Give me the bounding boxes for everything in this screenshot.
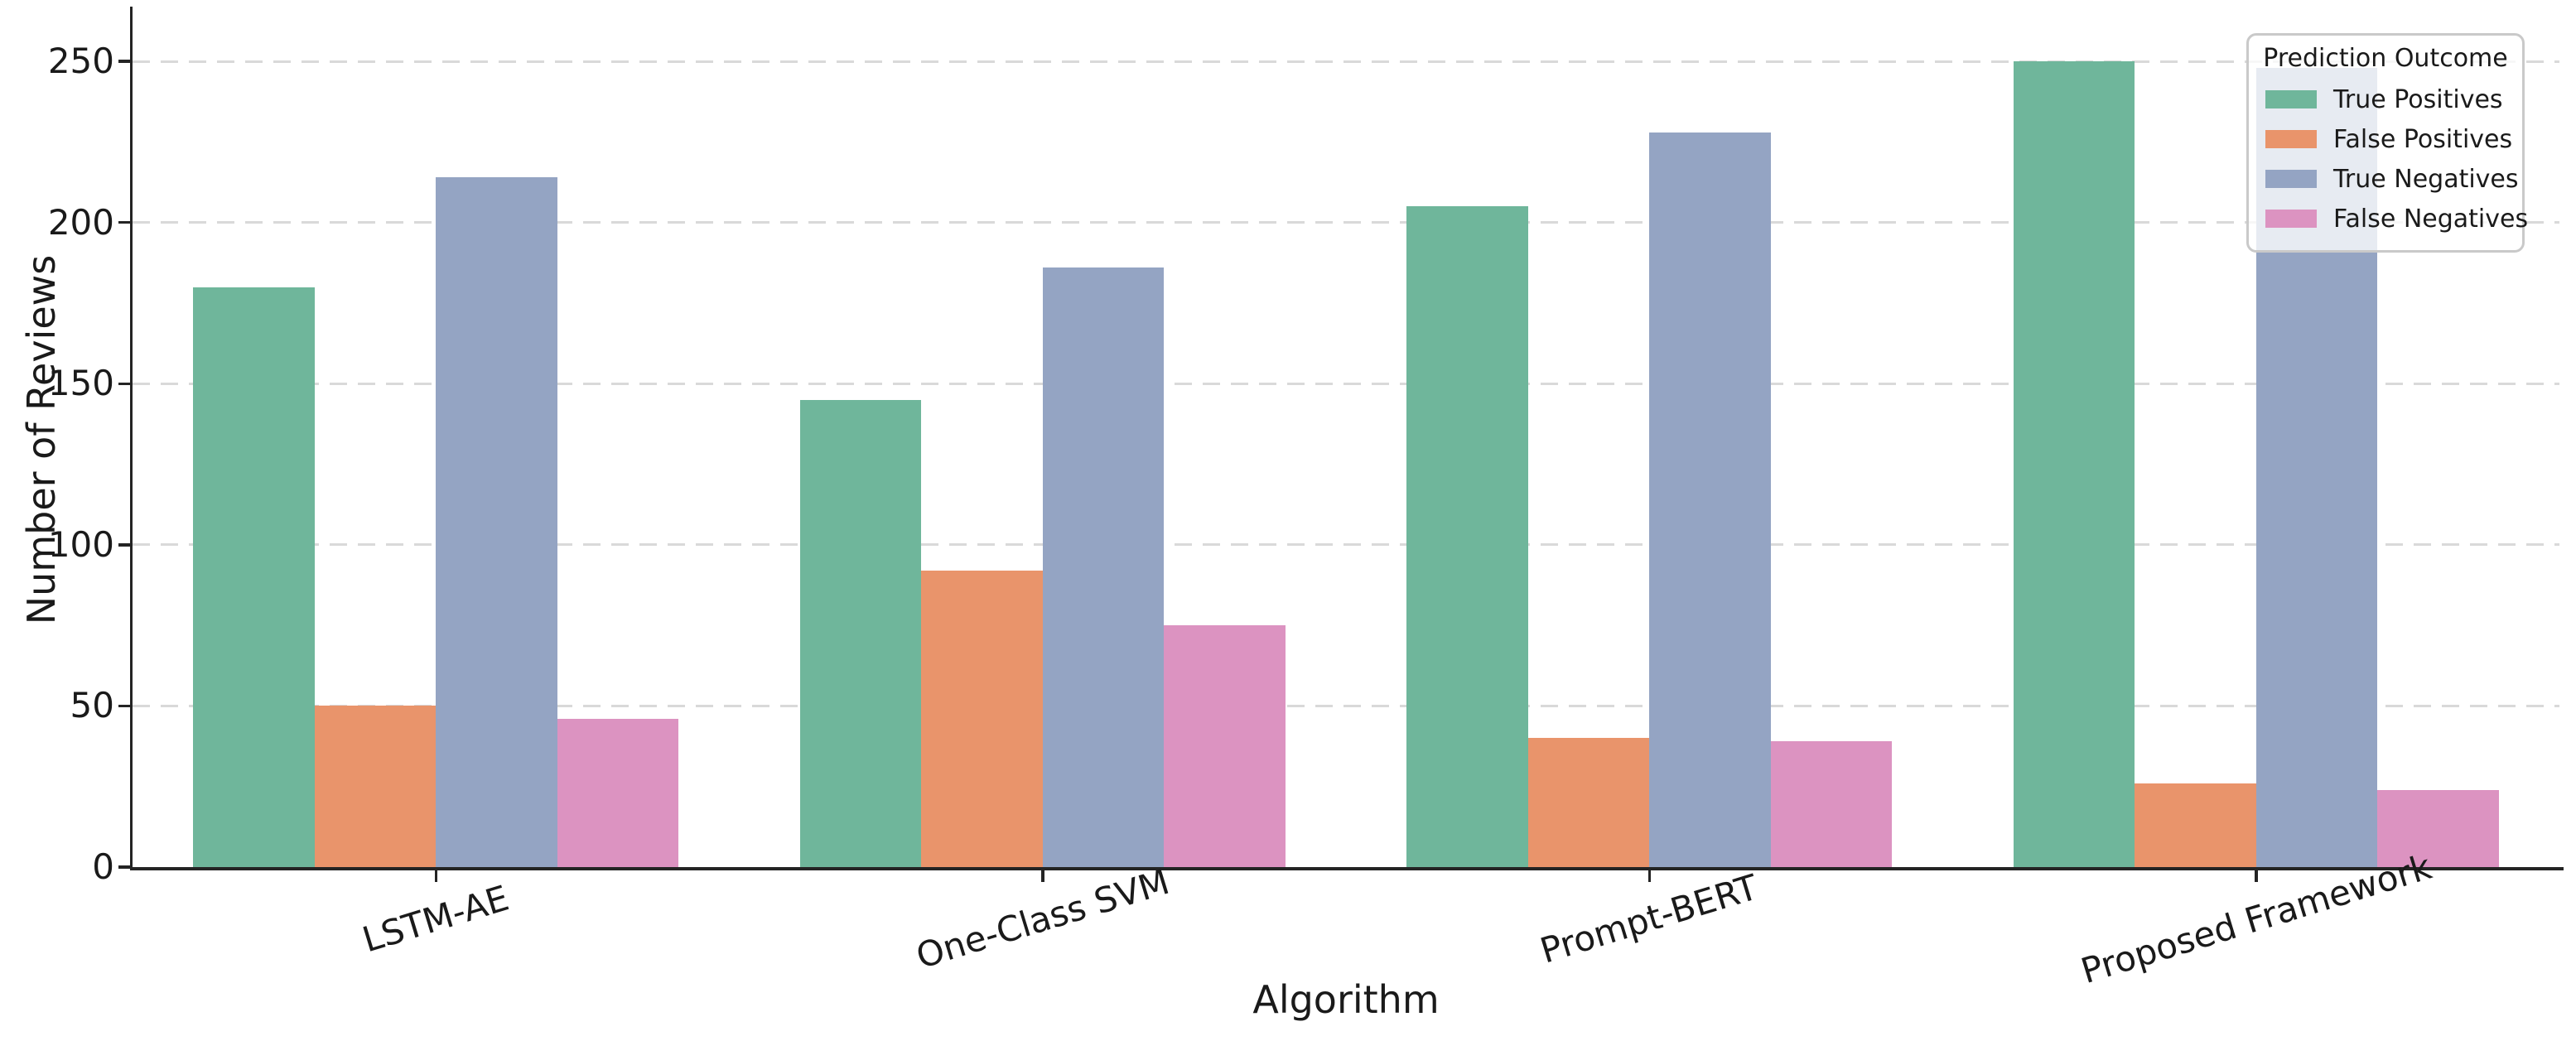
- x-axis-spine: [129, 867, 2564, 870]
- bar-proposed-framework-false-negatives: [2377, 789, 2499, 867]
- bar-one-class-svm-false-positives: [921, 570, 1043, 867]
- bar-lstm-ae-false-negatives: [557, 718, 679, 867]
- gridline-y-200: [133, 221, 2559, 224]
- y-tickmark-100: [118, 543, 130, 547]
- y-tick-label-150: 150: [47, 363, 114, 404]
- y-tickmark-0: [118, 865, 130, 869]
- gridline-y-50: [133, 704, 2559, 707]
- y-tickmark-250: [118, 60, 130, 63]
- y-tickmark-50: [118, 704, 130, 708]
- bar-one-class-svm-true-negatives: [1042, 267, 1165, 867]
- legend-swatch-icon: [2265, 170, 2317, 188]
- legend-item-true-positives: True Positives: [2249, 80, 2522, 119]
- bar-lstm-ae-false-positives: [314, 706, 437, 867]
- bar-one-class-svm-false-negatives: [1164, 625, 1286, 867]
- legend-label: False Negatives: [2333, 204, 2529, 234]
- legend-label: False Positives: [2333, 124, 2513, 154]
- bar-prompt-bert-false-positives: [1527, 738, 1650, 867]
- bar-prompt-bert-false-negatives: [1770, 741, 1893, 867]
- legend-label: True Negatives: [2333, 164, 2519, 194]
- legend-item-false-negatives: False Negatives: [2249, 199, 2528, 239]
- bar-one-class-svm-true-positives: [799, 399, 922, 867]
- gridline-y-150: [133, 382, 2559, 385]
- bar-lstm-ae-true-negatives: [436, 177, 557, 867]
- legend-swatch-icon: [2265, 90, 2317, 108]
- y-tick-label-250: 250: [47, 41, 114, 82]
- y-axis-label: Number of Reviews: [19, 254, 64, 625]
- y-tick-label-100: 100: [47, 523, 114, 565]
- x-tick-label-prompt-bert: Prompt-BERT: [1536, 866, 1763, 971]
- legend-swatch-icon: [2265, 210, 2317, 228]
- x-tick-label-lstm-ae: LSTM-AE: [358, 877, 514, 961]
- gridline-y-250: [133, 60, 2559, 63]
- legend-label: True Positives: [2333, 84, 2503, 114]
- bar-proposed-framework-true-positives: [2013, 61, 2135, 867]
- bar-proposed-framework-false-positives: [2135, 783, 2256, 867]
- legend-title: Prediction Outcome: [2263, 44, 2508, 73]
- gridline-y-100: [133, 543, 2559, 547]
- legend-item-true-negatives: True Negatives: [2249, 159, 2522, 199]
- x-tickmark-4: [2255, 870, 2258, 882]
- y-tick-label-0: 0: [92, 846, 114, 887]
- legend: Prediction Outcome True Positives False P…: [2246, 33, 2528, 253]
- bar-prompt-bert-true-negatives: [1649, 132, 1771, 867]
- legend-rows: True Positives False Positives True Negati…: [2249, 80, 2528, 239]
- y-axis-spine: [129, 7, 133, 870]
- bar-lstm-ae-true-positives: [193, 287, 315, 867]
- plot-area: [133, 7, 2559, 867]
- x-tickmark-2: [1041, 870, 1044, 882]
- x-tickmark-3: [1647, 870, 1651, 882]
- bar-prompt-bert-true-positives: [1406, 206, 1528, 867]
- y-tickmark-200: [118, 220, 130, 224]
- legend-swatch-icon: [2265, 130, 2317, 148]
- y-tick-label-50: 50: [70, 685, 114, 726]
- x-axis-label: Algorithm: [1252, 977, 1440, 1022]
- y-tick-label-200: 200: [47, 201, 114, 243]
- y-tickmark-150: [118, 382, 130, 386]
- x-tickmark-1: [434, 870, 437, 882]
- legend-item-false-positives: False Positives: [2249, 119, 2522, 159]
